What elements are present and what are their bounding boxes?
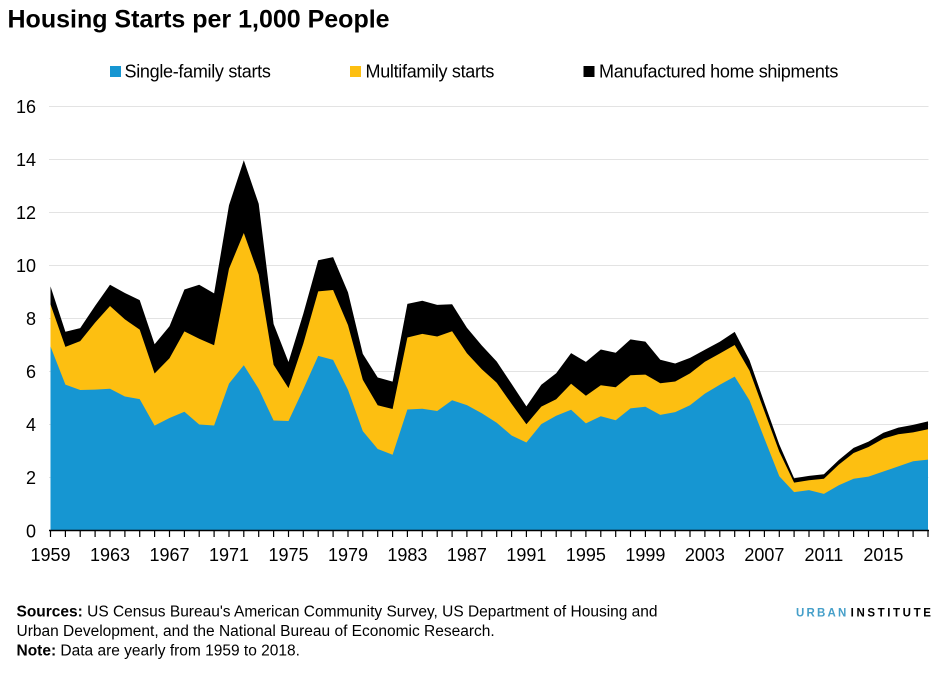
svg-text:1995: 1995 — [566, 545, 606, 565]
svg-text:16: 16 — [16, 97, 36, 117]
svg-text:Sources: US Census Bureau's Am: Sources: US Census Bureau's American Com… — [17, 604, 658, 621]
svg-text:2007: 2007 — [744, 545, 784, 565]
svg-text:8: 8 — [26, 309, 36, 329]
svg-text:1983: 1983 — [387, 545, 427, 565]
svg-text:1987: 1987 — [447, 545, 487, 565]
svg-text:12: 12 — [16, 203, 36, 223]
svg-text:1967: 1967 — [149, 545, 189, 565]
svg-text:0: 0 — [26, 522, 36, 542]
svg-text:1963: 1963 — [90, 545, 130, 565]
svg-text:2015: 2015 — [863, 545, 903, 565]
svg-text:Single-family starts: Single-family starts — [125, 62, 271, 82]
svg-text:4: 4 — [26, 415, 36, 435]
svg-text:2003: 2003 — [685, 545, 725, 565]
svg-text:1959: 1959 — [30, 545, 70, 565]
svg-text:6: 6 — [26, 362, 36, 382]
svg-text:INSTITUTE: INSTITUTE — [851, 607, 934, 619]
svg-text:1979: 1979 — [328, 545, 368, 565]
svg-text:Note: Data are yearly from 195: Note: Data are yearly from 1959 to 2018. — [17, 643, 300, 660]
svg-text:Multifamily starts: Multifamily starts — [366, 62, 495, 82]
svg-text:1999: 1999 — [625, 545, 665, 565]
svg-text:Manufactured home shipments: Manufactured home shipments — [599, 62, 838, 82]
svg-text:URBAN: URBAN — [796, 607, 849, 619]
svg-text:2011: 2011 — [805, 545, 844, 565]
svg-text:1991: 1991 — [506, 545, 546, 565]
svg-text:1971: 1971 — [209, 545, 249, 565]
svg-text:2: 2 — [26, 468, 36, 488]
svg-text:Housing Starts per 1,000 Peopl: Housing Starts per 1,000 People — [8, 6, 390, 34]
svg-text:Urban Development, and the Nat: Urban Development, and the National Bure… — [17, 623, 495, 640]
svg-text:10: 10 — [16, 256, 36, 276]
svg-text:1975: 1975 — [268, 545, 308, 565]
svg-text:14: 14 — [16, 150, 36, 170]
